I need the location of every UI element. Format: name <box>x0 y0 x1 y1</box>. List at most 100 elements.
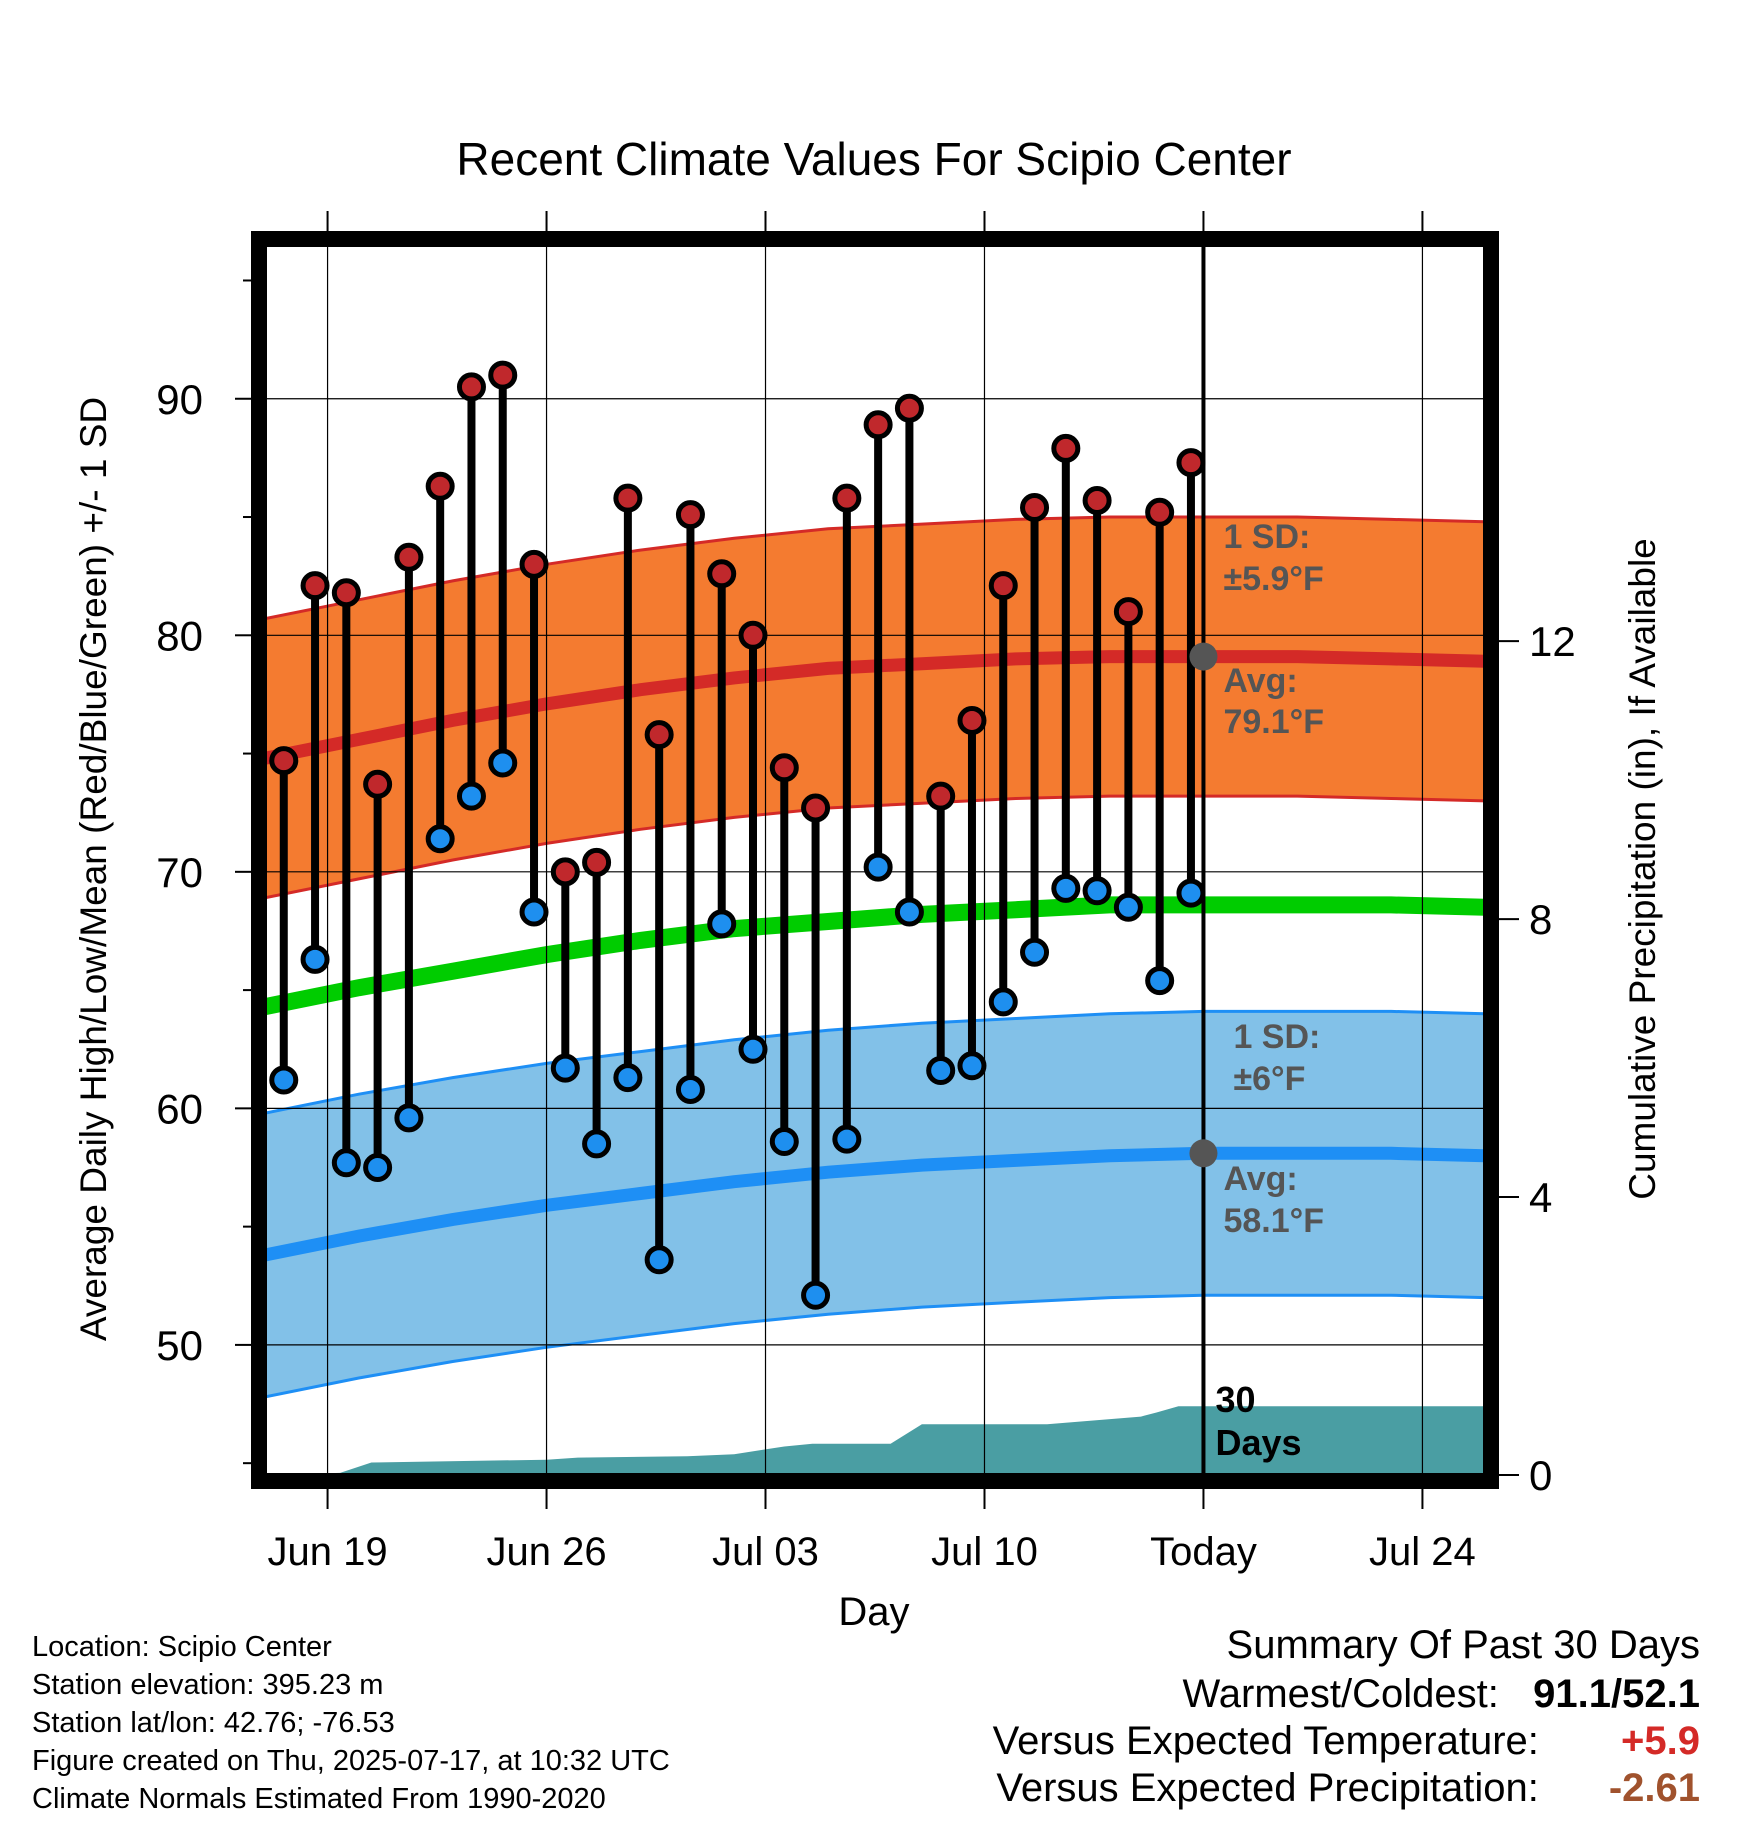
daily-low-point <box>801 1280 831 1310</box>
daily-high-point <box>331 578 361 608</box>
daily-high-point <box>269 746 299 776</box>
daily-low-point <box>1020 937 1050 967</box>
precip-area <box>265 1406 1485 1475</box>
daily-high-point <box>894 393 924 423</box>
low-avg-value: 58.1°F <box>1223 1202 1324 1240</box>
daily-high-point <box>425 471 455 501</box>
y-tick-label: 60 <box>156 1085 203 1132</box>
daily-high-point <box>519 549 549 579</box>
x-tick-label: Jul 10 <box>931 1530 1038 1574</box>
daily-low-point <box>1051 873 1081 903</box>
daily-high-point <box>957 705 987 735</box>
daily-high-point <box>300 571 330 601</box>
temp-label: Versus Expected Temperature: <box>992 1719 1539 1763</box>
daily-high-point <box>1113 597 1143 627</box>
daily-low-point <box>456 781 486 811</box>
high-sd-value: ±5.9°F <box>1223 560 1323 598</box>
daily-high-point <box>613 483 643 513</box>
x-tick-label: Today <box>1150 1530 1257 1574</box>
daily-low-point <box>644 1245 674 1275</box>
info-latlon: Station lat/lon: 42.76; -76.53 <box>32 1707 395 1739</box>
chart-title: Recent Climate Values For Scipio Center <box>456 133 1291 185</box>
daily-high-point <box>1051 433 1081 463</box>
daily-high-point <box>644 720 674 750</box>
daily-high-point <box>394 542 424 572</box>
y-axis-label: Average Daily High/Low/Mean (Red/Blue/Gr… <box>73 397 114 1341</box>
high-sd-label: 1 SD: <box>1223 518 1310 556</box>
summary-panel: Summary Of Past 30 Days Warmest/Coldest:… <box>993 1623 1700 1811</box>
daily-high-point <box>550 857 580 887</box>
summary-temp: Versus Expected Temperature: +5.9 <box>993 1719 1700 1764</box>
daily-low-point <box>675 1074 705 1104</box>
daily-low-point <box>331 1148 361 1178</box>
daily-high-point <box>1020 493 1050 523</box>
daily-low-point <box>425 824 455 854</box>
plot-clipped <box>265 245 1485 1475</box>
y-tick-label: 70 <box>156 849 203 896</box>
low-sd-band-lower <box>265 1293 1485 1399</box>
low-avg-label: Avg: <box>1223 1160 1297 1198</box>
warm-cold-value: 91.1/52.1 <box>1533 1672 1700 1716</box>
mean-avg-line <box>265 896 1485 1016</box>
y2-tick-label: 0 <box>1529 1452 1552 1499</box>
y2-tick-label: 4 <box>1529 1174 1552 1221</box>
y-tick-label: 90 <box>156 376 203 423</box>
daily-low-point <box>488 748 518 778</box>
daily-high-point <box>769 753 799 783</box>
daily-high-point <box>832 483 862 513</box>
daily-low-point <box>300 944 330 974</box>
daily-high-point <box>456 372 486 402</box>
low-sd-value: ±6°F <box>1233 1060 1305 1098</box>
info-created: Figure created on Thu, 2025-07-17, at 10… <box>32 1745 670 1777</box>
daily-low-point <box>707 909 737 939</box>
y2-tick-label: 8 <box>1529 896 1552 943</box>
daily-low-point <box>832 1124 862 1154</box>
station-info: Location: Scipio Center Station elevatio… <box>32 1628 670 1818</box>
y-tick-label: 80 <box>156 612 203 659</box>
daily-low-point <box>738 1034 768 1064</box>
daily-high-point <box>488 360 518 390</box>
daily-high-point <box>1176 448 1206 478</box>
daily-low-point <box>957 1051 987 1081</box>
daily-high-point <box>738 620 768 650</box>
x-tick-label: Jun 19 <box>268 1530 388 1574</box>
daily-low-point <box>269 1065 299 1095</box>
daily-high-point <box>675 500 705 530</box>
daily-low-point <box>894 897 924 927</box>
low-avg-line <box>265 1146 1485 1262</box>
y2-tick-label: 12 <box>1529 618 1576 665</box>
daily-low-point <box>394 1103 424 1133</box>
daily-high-point <box>582 847 612 877</box>
precip-value: -2.61 <box>1608 1766 1700 1810</box>
daily-low-point <box>1082 876 1112 906</box>
summary-precip: Versus Expected Precipitation: -2.61 <box>993 1766 1700 1811</box>
y-tick-label: 50 <box>156 1322 203 1369</box>
low-sd-band-upper <box>265 1009 1485 1115</box>
summary-warm-cold: Warmest/Coldest: 91.1/52.1 <box>993 1672 1701 1717</box>
daily-low-point <box>926 1056 956 1086</box>
y2-axis-label: Cumulative Precipitation (in), If Availa… <box>1622 538 1663 1200</box>
temp-value: +5.9 <box>1621 1719 1700 1763</box>
daily-high-point <box>926 781 956 811</box>
daily-high-point <box>988 571 1018 601</box>
summary-title: Summary Of Past 30 Days <box>1226 1623 1700 1667</box>
daily-high-point <box>363 769 393 799</box>
x-tick-label: Jun 26 <box>486 1530 606 1574</box>
daily-low-point <box>363 1153 393 1182</box>
daily-high-point <box>863 410 893 440</box>
daily-high-point <box>1082 485 1112 515</box>
daily-high-point <box>801 793 831 823</box>
info-elevation: Station elevation: 395.23 m <box>32 1669 384 1701</box>
days-word-label: Days <box>1215 1422 1301 1463</box>
daily-low-point <box>863 852 893 882</box>
daily-low-point <box>1145 966 1175 996</box>
high-avg-value: 79.1°F <box>1223 703 1324 741</box>
x-tick-label: Jul 24 <box>1369 1530 1476 1574</box>
daily-low-point <box>1113 892 1143 922</box>
high-avg-label: Avg: <box>1223 662 1297 700</box>
daily-low-point <box>582 1129 612 1159</box>
x-axis-label: Day <box>838 1590 909 1634</box>
days-count-label: 30 <box>1215 1379 1255 1420</box>
